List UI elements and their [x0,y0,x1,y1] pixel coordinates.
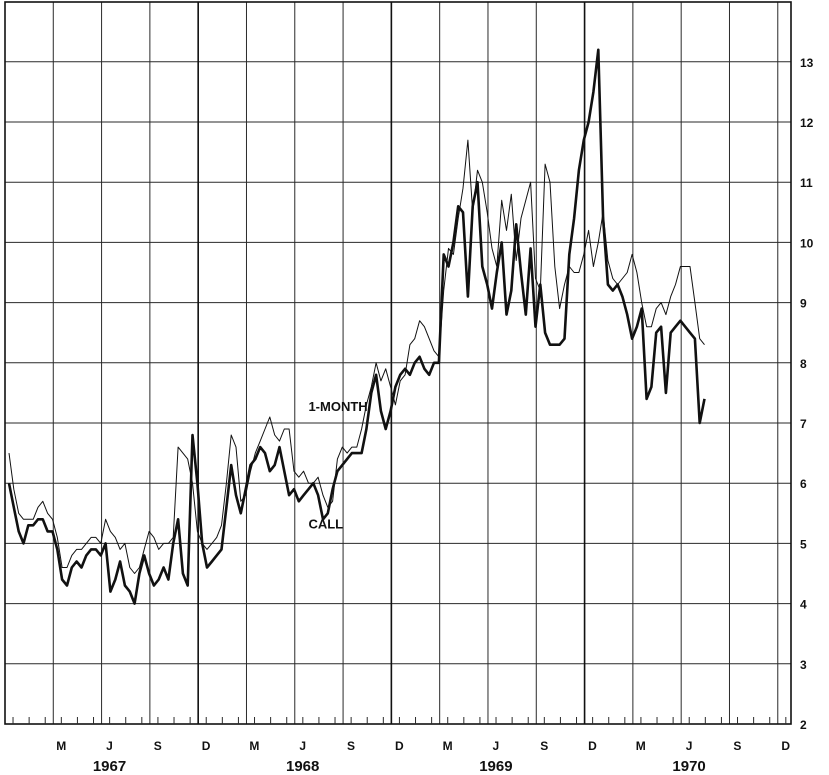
x-tick-label: J [106,739,113,753]
x-tick-label: D [395,739,404,753]
y-tick-label: 12 [800,116,814,130]
year-label: 1970 [672,758,705,775]
y-tick-labels: 2 3 4 5 6 7 8 9 10 11 12 13 [800,56,814,732]
year-labels: 1967 1968 1969 1970 [93,758,706,775]
x-tick-label: S [733,739,741,753]
year-label: 1968 [286,758,319,775]
x-tick-label: S [347,739,355,753]
one-month-rate-line [8,139,705,574]
y-tick-label: 3 [800,658,807,672]
x-tick-label: M [249,739,259,753]
x-tick-label: M [56,739,66,753]
y-tick-label: 2 [800,718,807,732]
y-tick-label: 8 [800,357,807,371]
horizontal-gridlines [5,61,791,665]
x-tick-marks [12,717,787,724]
year-label: 1967 [93,758,126,775]
year-boundary-lines [197,2,586,724]
y-tick-label: 9 [800,297,807,311]
annotations: 1-MONTH CALL [308,399,367,531]
y-tick-label: 11 [800,176,813,190]
x-tick-label: J [493,739,500,753]
x-tick-label: D [588,739,597,753]
x-tick-label: D [202,739,211,753]
x-tick-label: D [781,739,790,753]
y-tick-label: 6 [800,477,807,491]
plot-frame [4,1,792,725]
series-annotation: 1-MONTH [308,399,367,414]
call-rate-line [7,48,706,605]
x-tick-label: J [299,739,306,753]
series-annotation: CALL [308,516,343,531]
series-lines [7,48,706,605]
x-tick-label: M [443,739,453,753]
x-tick-label: S [540,739,548,753]
y-tick-label: 13 [800,56,814,70]
y-tick-label: 4 [800,598,807,612]
x-tick-label: S [154,739,162,753]
y-tick-label: 7 [800,417,807,431]
x-tick-label: J [686,739,693,753]
y-tick-label: 10 [800,236,814,250]
year-label: 1969 [479,758,512,775]
y-tick-label: 5 [800,537,807,551]
x-tick-label: M [636,739,646,753]
